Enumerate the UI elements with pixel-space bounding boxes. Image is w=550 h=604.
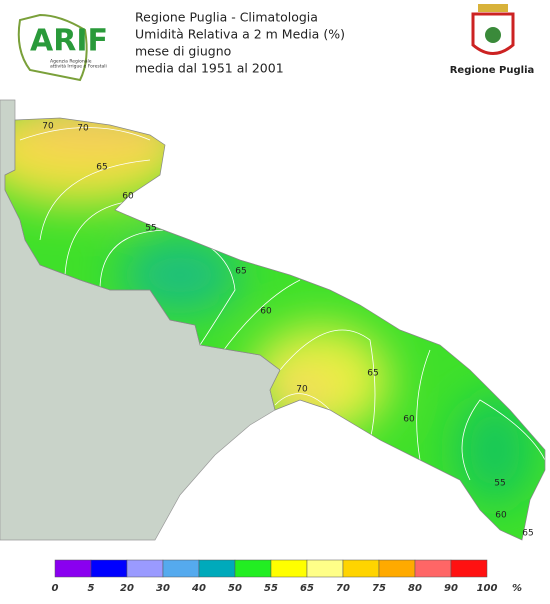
contour-label: 65	[96, 163, 107, 173]
map: 70 70 65 60 55 65 60 70 65 60 55 60 65	[0, 88, 550, 541]
contour-label: 65	[235, 267, 246, 277]
legend-swatch	[450, 559, 488, 578]
contour-label: 55	[494, 479, 505, 489]
legend-tick-label: 100	[477, 583, 498, 594]
legend-tick-label: 40	[191, 583, 206, 594]
logo-title: Regione Puglia	[450, 65, 535, 76]
crown	[478, 4, 508, 12]
legend-swatch	[234, 559, 272, 578]
contour-label: 60	[122, 192, 134, 202]
contour-label: 55	[145, 224, 156, 234]
contour-label: 70	[42, 122, 54, 132]
legend-tick-label: 5	[88, 583, 95, 594]
contour-label: 60	[495, 511, 507, 521]
contour-label: 65	[367, 369, 378, 379]
legend-tick-label: 75	[372, 583, 386, 594]
legend-tick-label: 80	[408, 583, 422, 594]
logo-outline	[17, 13, 88, 82]
legend-swatch	[198, 559, 236, 578]
logo-title: ARIF	[30, 24, 108, 59]
legend-swatch	[90, 559, 128, 578]
legend-swatch	[54, 559, 92, 578]
contour-label: 70	[296, 385, 308, 395]
legend-swatch	[414, 559, 452, 578]
legend-tick-label: 90	[444, 583, 458, 594]
legend-swatch	[378, 559, 416, 578]
logo-subtitle: attività Irrigue e Forestali	[50, 63, 107, 70]
header-line: Umidità Relativa a 2 m Media (%)	[135, 27, 345, 42]
legend-tick-label: 70	[336, 583, 350, 594]
contour-label: 60	[403, 415, 415, 425]
legend-tick-label: 50	[228, 583, 242, 594]
legend-tick-label: 20	[120, 583, 134, 594]
legend-swatch	[306, 559, 344, 578]
tree	[485, 27, 501, 43]
header-line: mese di giugno	[135, 44, 231, 59]
legend-tick-label: 30	[156, 583, 170, 594]
legend-swatch	[342, 559, 380, 578]
legend-swatch	[162, 559, 200, 578]
logo-left: ARIF Agenzia Regionale attività Irrigue …	[17, 13, 108, 82]
contour-label: 70	[77, 124, 89, 134]
legend-swatch	[126, 559, 164, 578]
legend-unit: %	[512, 583, 522, 594]
legend-swatch	[270, 559, 308, 578]
legend-tick-label: 65	[300, 583, 314, 594]
header-line: media dal 1951 al 2001	[135, 61, 284, 76]
logo-right: Regione Puglia	[450, 4, 535, 76]
contour-label: 60	[260, 307, 272, 317]
legend-tick-label: 0	[52, 583, 59, 594]
logo-subtitle: Agenzia Regionale	[50, 59, 92, 65]
header-line: Regione Puglia - Climatologia	[135, 10, 318, 25]
contour-label: 65	[522, 529, 533, 539]
legend-tick-label: 55	[264, 583, 278, 594]
legend: 0 5 20 30 40 50 55 65 70 75 80 90 100%	[52, 559, 522, 594]
